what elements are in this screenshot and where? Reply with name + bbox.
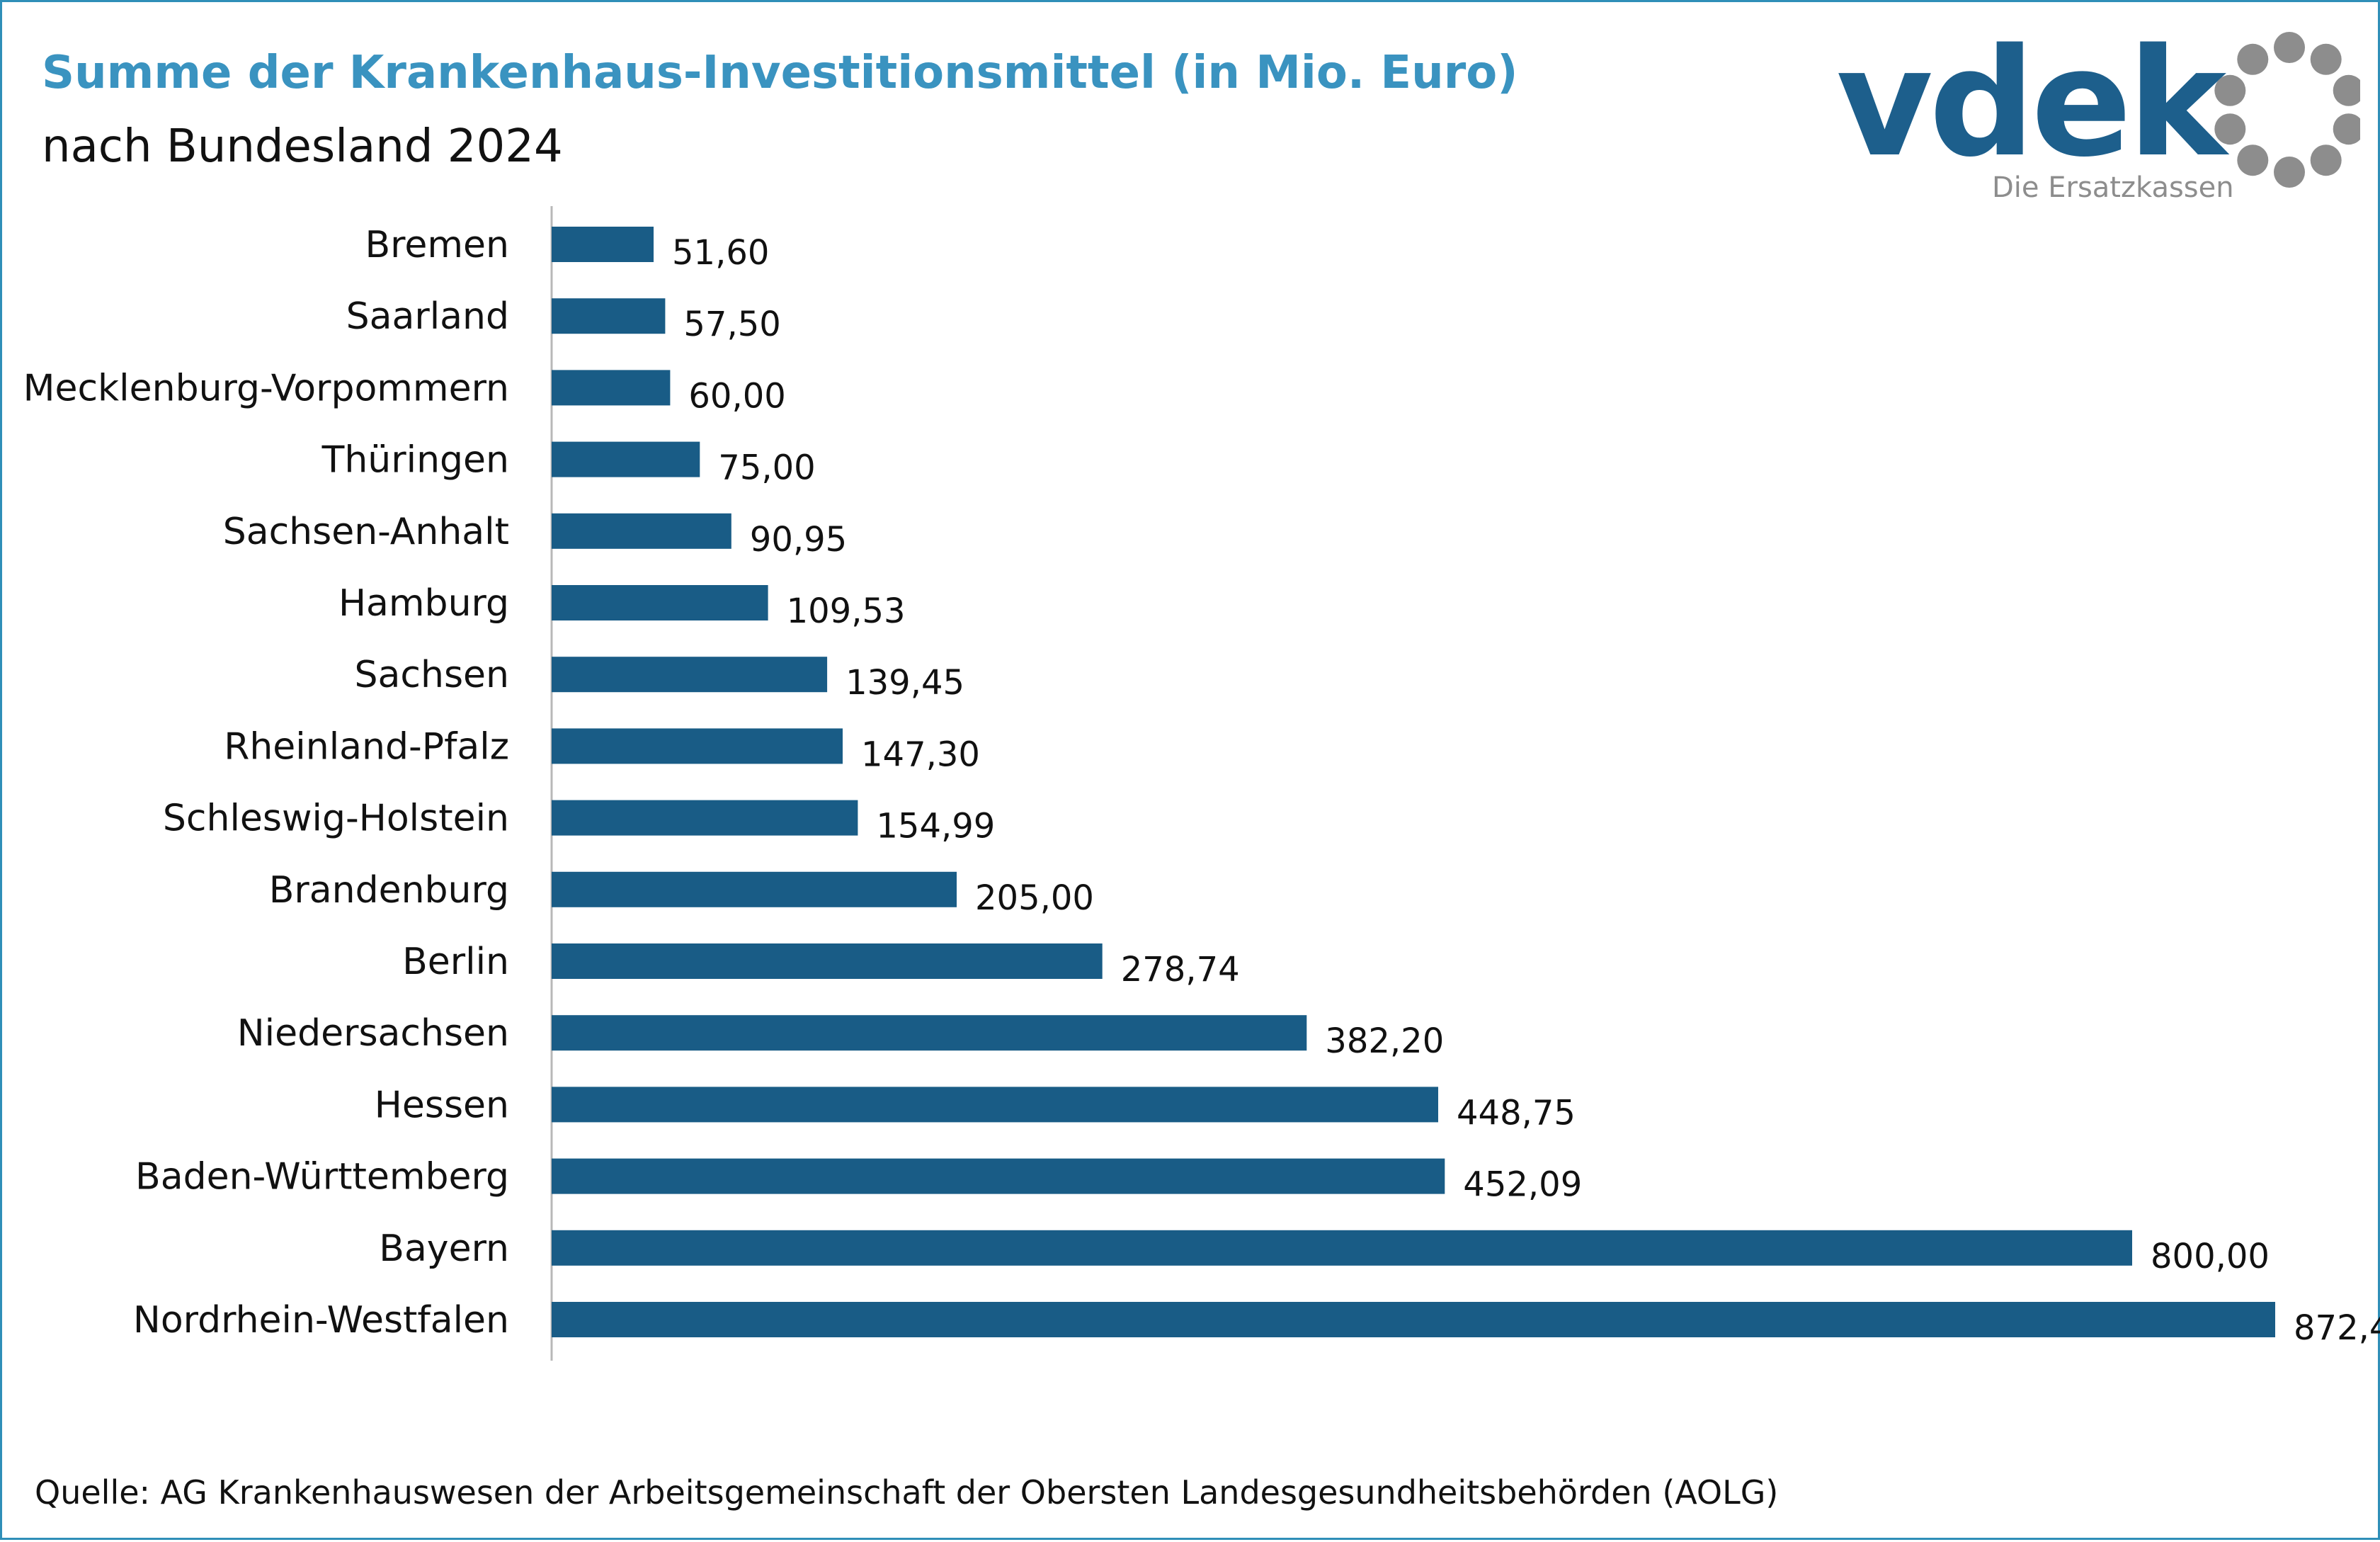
bar — [552, 871, 957, 907]
bar — [552, 657, 828, 693]
logo-ring-dot — [2214, 74, 2246, 106]
data-label: 57,50 — [683, 305, 780, 344]
logo-ring-dot — [2237, 144, 2269, 176]
logo-ring-icon — [2214, 32, 2360, 188]
bar — [552, 1015, 1307, 1051]
bar — [552, 298, 666, 334]
data-label: 154,99 — [876, 807, 995, 846]
data-label: 278,74 — [1121, 950, 1240, 990]
bar — [552, 441, 700, 477]
data-label: 60,00 — [688, 376, 785, 416]
bar — [552, 585, 768, 620]
bar — [552, 800, 858, 836]
bar — [552, 728, 843, 764]
category-label: Sachsen-Anhalt — [223, 511, 509, 553]
bar — [552, 227, 654, 262]
category-label: Rheinland-Pfalz — [224, 725, 509, 768]
category-label: Thüringen — [321, 439, 509, 482]
category-label: Bayern — [379, 1228, 509, 1270]
chart-subtitle: nach Bundesland 2024 — [42, 120, 563, 173]
chart-title: Summe der Krankenhaus-Investitionsmittel… — [42, 47, 1518, 99]
category-label: Niedersachsen — [237, 1012, 509, 1055]
data-label: 872,40 — [2294, 1308, 2380, 1348]
bar — [552, 1302, 2275, 1337]
category-label: Baden-Württemberg — [135, 1156, 509, 1198]
logo-ring-dot — [2310, 43, 2342, 75]
logo-ring-dot — [2274, 157, 2305, 188]
vdek-logo: vdek Die Ersatzkassen — [1836, 23, 2360, 204]
data-label: 139,45 — [845, 663, 964, 703]
data-label: 109,53 — [787, 591, 906, 631]
category-label: Nordrhein-Westfalen — [133, 1299, 509, 1342]
logo-ring-dot — [2310, 144, 2342, 176]
bar — [552, 1158, 1445, 1194]
logo-ring-dot — [2333, 113, 2360, 145]
source-note: Quelle: AG Krankenhauswesen der Arbeitsg… — [35, 1473, 1779, 1512]
data-label: 147,30 — [861, 735, 980, 774]
bar — [552, 1230, 2132, 1266]
logo-ring-dot — [2333, 74, 2360, 106]
category-label: Mecklenburg-Vorpommern — [23, 367, 509, 409]
bar — [552, 370, 671, 406]
data-label: 800,00 — [2151, 1237, 2270, 1276]
logo-tagline: Die Ersatzkassen — [1992, 171, 2234, 204]
logo-ring-dot — [2237, 43, 2269, 75]
category-label: Hamburg — [338, 582, 509, 625]
category-label: Bremen — [365, 224, 509, 266]
category-label: Schleswig-Holstein — [163, 798, 509, 840]
logo-wordmark: vdek — [1836, 23, 2230, 190]
data-label: 452,09 — [1463, 1165, 1582, 1205]
bar — [552, 1087, 1438, 1123]
data-label: 205,00 — [975, 878, 1094, 918]
category-label: Sachsen — [355, 654, 509, 696]
bar — [552, 513, 731, 549]
category-label: Brandenburg — [269, 869, 509, 912]
category-label: Hessen — [375, 1084, 509, 1126]
logo-ring-dot — [2274, 32, 2305, 63]
data-label: 90,95 — [750, 520, 847, 560]
logo-ring-dot — [2214, 113, 2246, 145]
data-label: 448,75 — [1457, 1093, 1576, 1133]
data-label: 382,20 — [1325, 1021, 1444, 1061]
category-label: Berlin — [402, 941, 509, 983]
data-label: 51,60 — [672, 233, 769, 273]
bar — [552, 943, 1103, 979]
category-label: Saarland — [346, 295, 509, 338]
data-label: 75,00 — [718, 448, 815, 488]
